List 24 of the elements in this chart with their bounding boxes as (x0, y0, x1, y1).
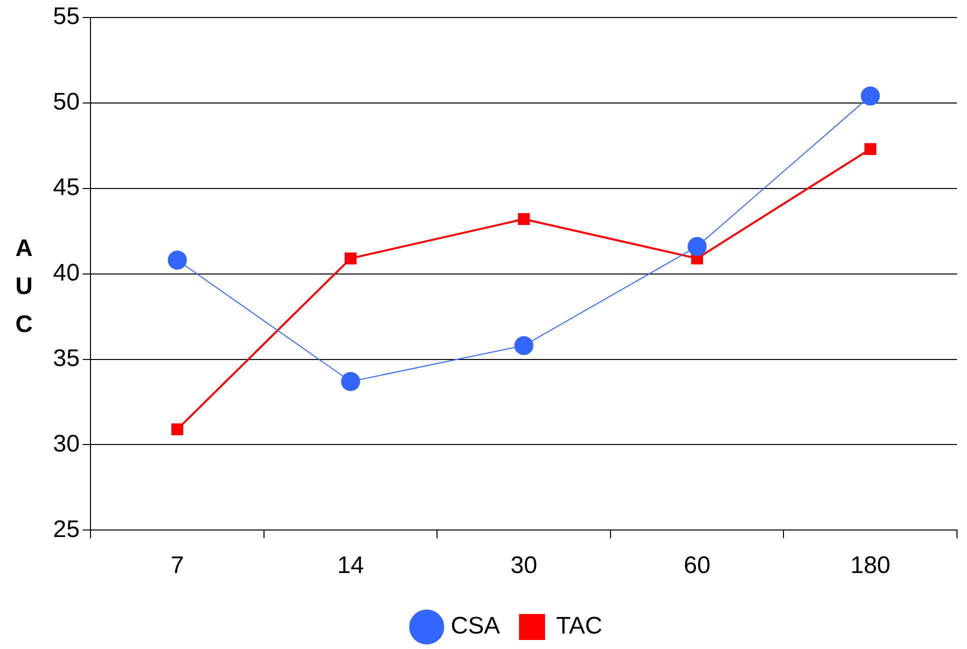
point (860, 86, 880, 106)
y-tick-label: 30 (52, 430, 80, 458)
x-tick-label: 60 (684, 552, 710, 580)
point (518, 213, 530, 226)
y-tick-label: 50 (52, 88, 80, 116)
y-axis-title: AUC (14, 234, 34, 340)
point (864, 143, 876, 155)
y-tick-label: 25 (52, 516, 80, 543)
point (168, 250, 187, 270)
legend-label: TAC (556, 612, 602, 640)
legend-label: CSA (450, 612, 500, 640)
y-tick-label: 40 (52, 259, 80, 286)
point (344, 252, 357, 264)
point (341, 372, 360, 391)
x-tick-label: 7 (170, 552, 184, 580)
point (514, 336, 534, 356)
point (688, 236, 707, 256)
x-tick-label: 30 (510, 552, 538, 580)
y-tick-label: 35 (52, 344, 80, 372)
x-tick-label: 14 (337, 552, 364, 580)
point (171, 423, 184, 436)
y-tick-label: 55 (52, 3, 80, 30)
y-tick-label: 45 (52, 174, 80, 201)
x-tick-label: 180 (850, 552, 890, 580)
